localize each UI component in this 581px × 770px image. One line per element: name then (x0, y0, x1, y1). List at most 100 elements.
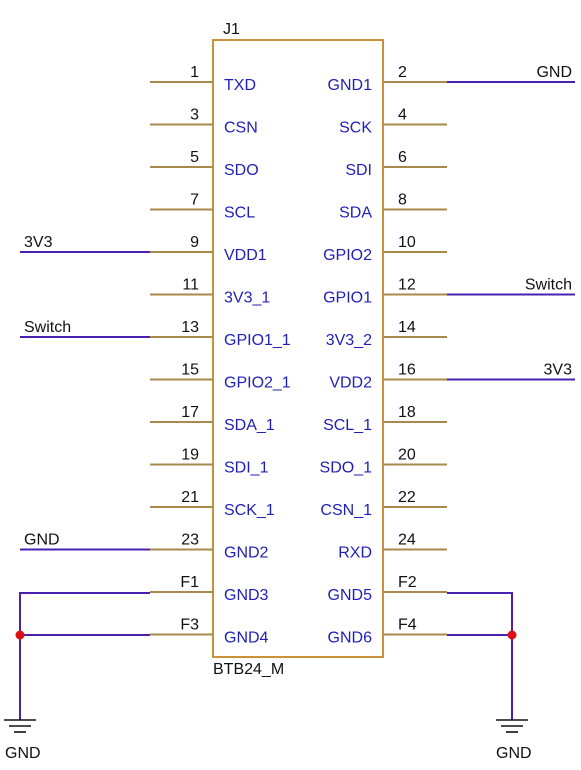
pin-number: 23 (181, 532, 199, 549)
pin-24: 24 RXD (338, 532, 447, 562)
junction-dot-left (15, 630, 25, 640)
net-switch-wire: Switch (20, 319, 150, 338)
pin-17: 17 SDA_1 (150, 404, 275, 434)
net-switch-wire: Switch (447, 277, 575, 296)
pin-name: SCK_1 (224, 502, 275, 519)
pin-number: 2 (398, 64, 407, 81)
net-label: Switch (24, 319, 71, 336)
pin-name: CSN_1 (320, 502, 372, 519)
pin-name: GPIO2_1 (224, 375, 291, 392)
pin-number: 1 (190, 64, 199, 81)
pin-10: 10 GPIO2 (323, 234, 447, 264)
pin-22: 22 CSN_1 (320, 489, 447, 519)
pin-14: 14 3V3_2 (326, 319, 447, 349)
pin-number: 18 (398, 404, 416, 421)
net-3v3-wire: 3V3 (20, 234, 150, 253)
pin-name: GND2 (224, 545, 269, 562)
component-part-name: BTB24_M (213, 661, 284, 678)
pin-name: RXD (338, 545, 372, 562)
pin-number: F1 (180, 574, 199, 591)
pin-9: 9 VDD1 (150, 234, 267, 264)
pin-name: GND1 (328, 77, 373, 94)
pin-name: GND5 (328, 587, 373, 604)
pin-23: 23 GND2 (150, 532, 269, 562)
pin-name: CSN (224, 120, 258, 137)
pin-name: SCL (224, 205, 255, 222)
pin-f2: F2 GND5 (328, 574, 447, 604)
pin-number: 5 (190, 149, 199, 166)
ground-label-left: GND (5, 745, 41, 762)
pin-21: 21 SCK_1 (150, 489, 275, 519)
pin-8: 8 SDA (339, 192, 447, 222)
connector-body (212, 39, 384, 658)
pin-number: 14 (398, 319, 416, 336)
pin-1: 1 TXD (150, 64, 256, 94)
pin-name: SDA_1 (224, 417, 275, 434)
pin-number: 17 (181, 404, 199, 421)
pin-5: 5 SDO (150, 149, 259, 179)
pin-name: 3V3_2 (326, 332, 372, 349)
pin-3: 3 CSN (150, 107, 258, 137)
pin-4: 4 SCK (339, 107, 447, 137)
ground-bus-left: GND (4, 592, 150, 762)
ground-bus-right-wire (447, 592, 513, 720)
pin-number: 8 (398, 192, 407, 209)
pin-16: 16 VDD2 (329, 362, 447, 392)
pin-number: 16 (398, 362, 416, 379)
pin-number: 19 (181, 447, 199, 464)
net-3v3-wire: 3V3 (447, 362, 575, 381)
pin-number: 6 (398, 149, 407, 166)
net-label: GND (536, 64, 572, 81)
pin-number: 22 (398, 489, 416, 506)
pin-f1: F1 GND3 (150, 574, 269, 604)
ground-label-right: GND (496, 745, 532, 762)
pin-number: 13 (181, 319, 199, 336)
pin-13: 13 GPIO1_1 (150, 319, 291, 349)
pin-name: GPIO1 (323, 290, 372, 307)
net-label: GND (24, 532, 60, 549)
pin-name: SCK (339, 120, 372, 137)
pin-number: 3 (190, 107, 199, 124)
pin-15: 15 GPIO2_1 (150, 362, 291, 392)
component-designator: J1 (223, 21, 240, 38)
pin-19: 19 SDI_1 (150, 447, 269, 477)
pin-name: SCL_1 (323, 417, 372, 434)
pin-number: 12 (398, 277, 416, 294)
junction-dot-right (507, 630, 517, 640)
pin-name: GPIO1_1 (224, 332, 291, 349)
pin-6: 6 SDI (345, 149, 447, 179)
pin-number: 7 (190, 192, 199, 209)
pin-f3: F3 GND4 (150, 617, 269, 647)
pin-name: 3V3_1 (224, 290, 270, 307)
ground-bus-left-wire (19, 592, 150, 720)
pin-20: 20 SDO_1 (320, 447, 447, 477)
pin-number: 9 (190, 234, 199, 251)
ground-symbol-right (496, 719, 528, 733)
ground-bus-right: GND (447, 592, 532, 762)
net-gnd-wire: GND (447, 64, 575, 83)
pins-layer: 1 TXD 3 CSN 5 SDO 7 SCL 9 VDD1 11 3V3_1 13 GPIO1_1 15 G… (150, 64, 447, 647)
pin-name: SDI_1 (224, 460, 269, 477)
pin-number: 20 (398, 447, 416, 464)
pin-number: 10 (398, 234, 416, 251)
pin-name: GND6 (328, 630, 373, 647)
wires-layer: 3V3 Switch GND GND Switch 3V3 (20, 64, 575, 551)
net-label: Switch (525, 277, 572, 294)
pin-name: SDI (345, 162, 372, 179)
pin-name: TXD (224, 77, 256, 94)
pin-name: GND4 (224, 630, 269, 647)
pin-number: 24 (398, 532, 416, 549)
pin-number: 15 (181, 362, 199, 379)
pin-number: F4 (398, 617, 417, 634)
ground-symbol-left (4, 719, 36, 733)
pin-number: 4 (398, 107, 407, 124)
pin-name: SDO (224, 162, 259, 179)
pin-number: 11 (182, 277, 199, 294)
pin-name: SDA (339, 205, 372, 222)
pin-name: GND3 (224, 587, 269, 604)
pin-name: VDD1 (224, 247, 267, 264)
pin-2: 2 GND1 (328, 64, 447, 94)
pin-name: VDD2 (329, 375, 372, 392)
net-label: 3V3 (24, 234, 53, 251)
